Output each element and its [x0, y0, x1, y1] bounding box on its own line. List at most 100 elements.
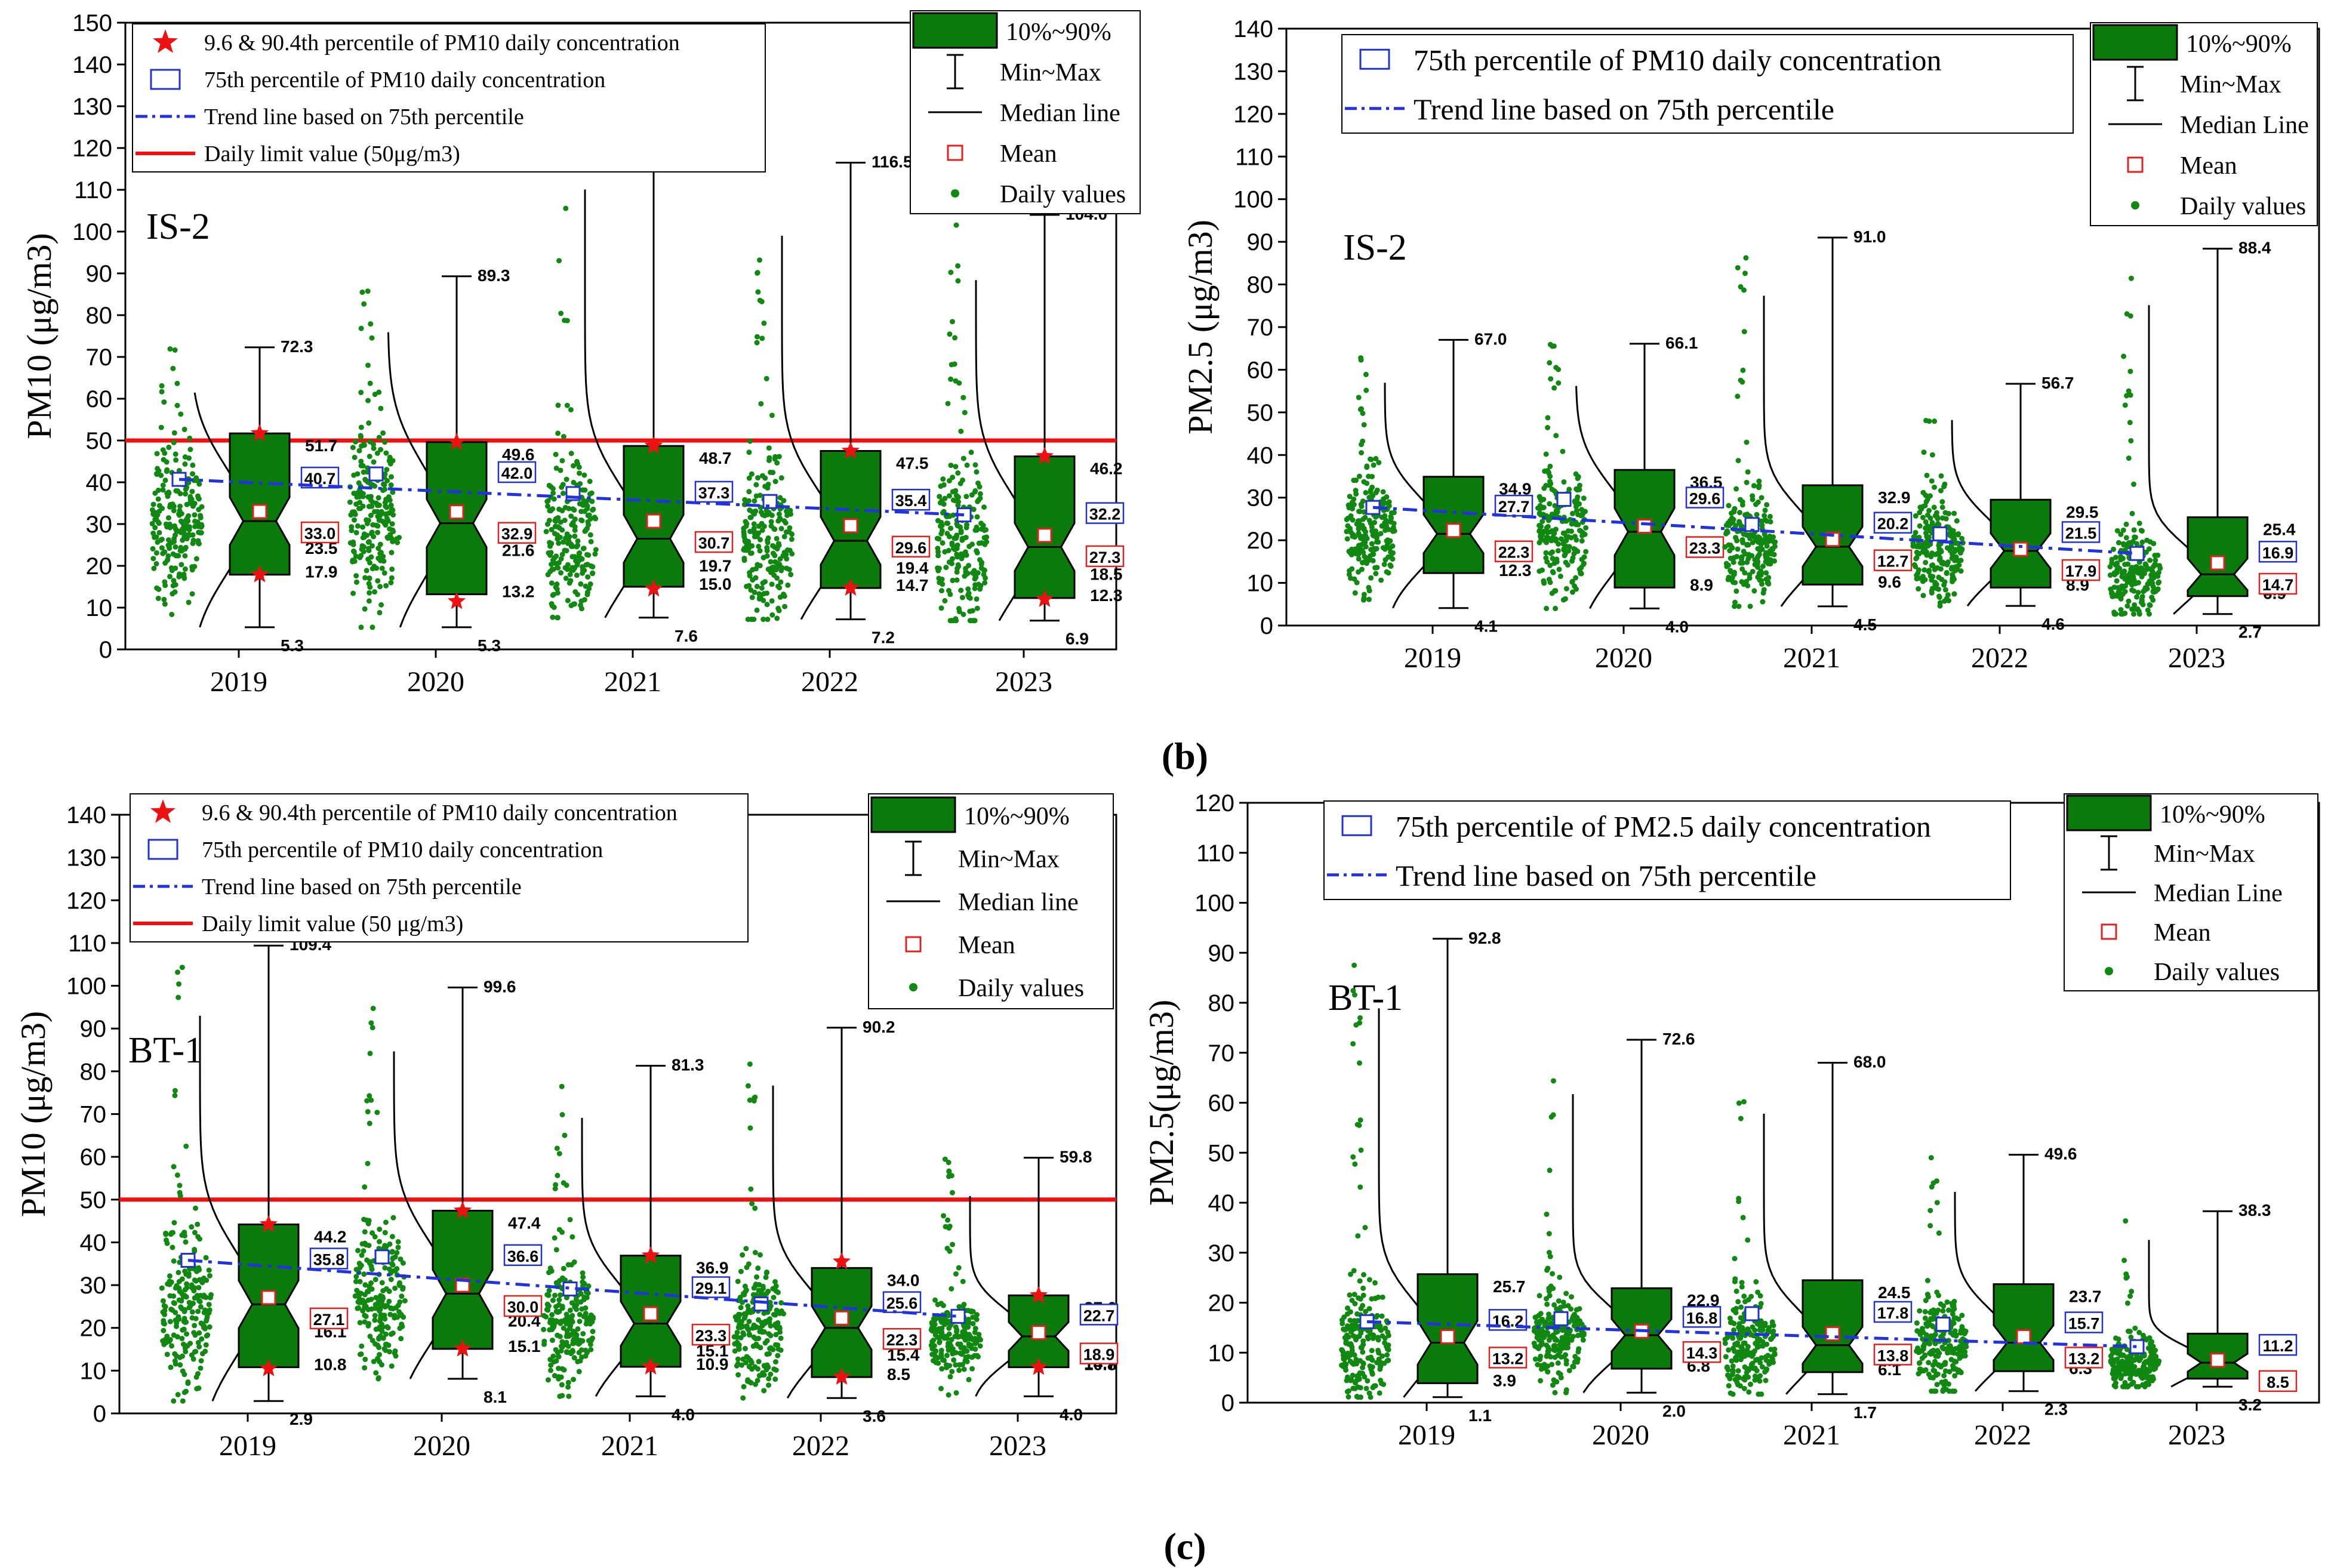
- daily-value-point: [201, 1310, 207, 1316]
- daily-value-point: [2118, 1375, 2124, 1381]
- y-tick-label: 80: [1247, 272, 1274, 298]
- daily-value-point: [1379, 1333, 1385, 1339]
- data-label-min: 8.1: [484, 1388, 507, 1406]
- daily-value-point: [388, 482, 394, 488]
- daily-value-point: [1544, 1211, 1550, 1217]
- daily-value-point: [568, 451, 574, 457]
- daily-value-point: [378, 509, 384, 515]
- daily-value-point: [966, 543, 972, 549]
- daily-value-point: [1368, 575, 1374, 581]
- daily-value-point: [1750, 493, 1756, 499]
- x-tick-label: 2020: [1595, 642, 1652, 674]
- daily-value-point: [558, 570, 564, 576]
- daily-value-point: [167, 346, 173, 352]
- daily-value-point: [2136, 611, 2142, 617]
- daily-value-point: [1373, 571, 1379, 577]
- daily-value-point: [354, 1287, 360, 1293]
- p75-label-box: [1085, 502, 1125, 524]
- daily-value-point: [1573, 575, 1579, 581]
- daily-value-point: [768, 1323, 774, 1329]
- daily-value-point: [1568, 528, 1574, 534]
- daily-value-point: [738, 1268, 744, 1274]
- y-tick-label: 60: [80, 1144, 107, 1170]
- daily-value-point: [1923, 530, 1929, 536]
- daily-value-point: [1575, 1332, 1581, 1338]
- daily-value-point: [368, 1097, 374, 1103]
- daily-value-point: [955, 503, 961, 509]
- daily-value-point: [581, 597, 587, 603]
- p75-label-box: [497, 461, 537, 483]
- daily-value-point: [1379, 1313, 1385, 1319]
- daily-value-point: [1369, 524, 1375, 530]
- daily-value-point: [563, 476, 569, 482]
- daily-value-point: [1958, 557, 1964, 563]
- daily-value-point: [1354, 521, 1360, 527]
- y-tick-label: 50: [80, 1187, 107, 1213]
- daily-value-point: [964, 462, 970, 468]
- daily-value-point: [1920, 1336, 1926, 1342]
- daily-value-point: [982, 580, 988, 586]
- daily-value-point: [746, 1319, 752, 1324]
- daily-value-point: [361, 1271, 367, 1277]
- daily-value-point: [772, 526, 778, 532]
- daily-value-point: [581, 1314, 587, 1320]
- data-label-max: 72.3: [281, 337, 313, 356]
- daily-value-point: [1926, 1360, 1932, 1366]
- site-label: IS-2: [146, 207, 210, 247]
- daily-value-point: [1552, 1390, 1558, 1396]
- daily-value-point: [772, 1342, 778, 1348]
- daily-value-point: [358, 1262, 364, 1268]
- daily-value-point: [1359, 406, 1365, 412]
- daily-value-point: [581, 1294, 587, 1300]
- daily-value-point: [564, 402, 570, 408]
- daily-value-point: [378, 550, 384, 556]
- daily-value-point: [1914, 1320, 1920, 1326]
- daily-value-point: [1763, 570, 1769, 576]
- daily-value-point: [755, 1366, 761, 1372]
- daily-value-point: [169, 611, 175, 617]
- daily-value-point: [570, 520, 576, 526]
- daily-value-point: [1363, 1385, 1369, 1391]
- daily-value-point: [198, 1358, 204, 1364]
- data-label-mean: 13.8: [1877, 1347, 1909, 1364]
- daily-value-point: [372, 1313, 378, 1319]
- daily-value-point: [174, 1172, 180, 1178]
- daily-value-point: [1923, 519, 1929, 525]
- p75-marker: [753, 1296, 769, 1312]
- daily-value-point: [365, 1323, 371, 1329]
- daily-value-point: [1568, 535, 1574, 541]
- daily-value-point: [1342, 1355, 1348, 1361]
- daily-value-point: [362, 1365, 368, 1371]
- daily-value-point: [389, 575, 395, 581]
- daily-value-point: [177, 512, 183, 518]
- daily-value-point: [350, 548, 356, 554]
- daily-value-point: [741, 529, 747, 535]
- daily-value-point: [390, 507, 396, 513]
- daily-value-point: [1911, 562, 1917, 568]
- daily-value-point: [1926, 1341, 1932, 1347]
- daily-value-point: [1723, 560, 1729, 566]
- daily-value-point: [1927, 523, 1933, 529]
- daily-value-point: [956, 1265, 962, 1271]
- daily-value-point: [948, 269, 954, 275]
- y-tick-label: 40: [86, 470, 113, 496]
- legend-box-icon: [2092, 24, 2178, 61]
- daily-value-point: [179, 1232, 185, 1238]
- daily-value-point: [1738, 560, 1744, 566]
- daily-value-point: [383, 1219, 389, 1225]
- daily-value-point: [955, 263, 961, 269]
- daily-value-point: [1932, 418, 1938, 424]
- daily-value-point: [2114, 569, 2120, 575]
- daily-value-point: [1565, 562, 1571, 568]
- legend-left: [1341, 34, 2074, 134]
- legend-left-entry: Trend line based on 75th percentile: [202, 874, 522, 899]
- daily-value-point: [1552, 1335, 1558, 1341]
- mean-marker: [449, 504, 464, 520]
- daily-value-point: [1345, 1394, 1351, 1400]
- daily-value-point: [1545, 523, 1551, 529]
- daily-value-point: [735, 1342, 741, 1348]
- daily-value-point: [1738, 1304, 1744, 1310]
- daily-value-point: [1387, 538, 1393, 544]
- percentile-star: [641, 1246, 660, 1264]
- daily-value-point: [575, 1358, 581, 1364]
